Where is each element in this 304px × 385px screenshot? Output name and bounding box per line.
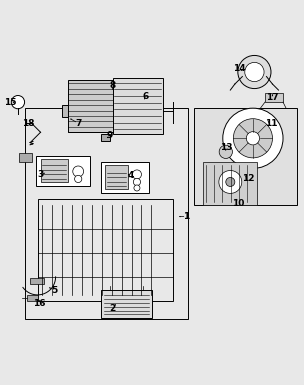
Polygon shape	[37, 199, 173, 301]
Circle shape	[226, 177, 235, 186]
Polygon shape	[265, 93, 283, 102]
Text: 8: 8	[110, 81, 116, 90]
Text: 11: 11	[265, 119, 277, 128]
Text: 4: 4	[128, 171, 134, 181]
Text: 6: 6	[143, 92, 149, 100]
Text: 18: 18	[22, 119, 35, 128]
Text: 9: 9	[107, 131, 113, 140]
Polygon shape	[194, 108, 297, 204]
Text: 16: 16	[33, 300, 45, 308]
Polygon shape	[36, 156, 90, 186]
Polygon shape	[68, 80, 113, 132]
Text: 15: 15	[4, 98, 17, 107]
Polygon shape	[62, 105, 68, 117]
Circle shape	[238, 55, 271, 89]
Polygon shape	[203, 162, 257, 204]
Text: 7: 7	[75, 119, 81, 128]
Circle shape	[233, 119, 272, 158]
Text: 2: 2	[110, 304, 116, 313]
Circle shape	[74, 175, 82, 182]
Circle shape	[134, 185, 140, 191]
Polygon shape	[113, 78, 163, 134]
Text: 13: 13	[219, 143, 232, 152]
Circle shape	[246, 132, 260, 145]
Text: 17: 17	[266, 93, 279, 102]
Text: 5: 5	[51, 286, 57, 295]
Text: 14: 14	[233, 65, 246, 74]
Polygon shape	[105, 166, 128, 189]
Polygon shape	[40, 159, 68, 182]
Text: 3: 3	[37, 170, 44, 179]
Polygon shape	[101, 290, 152, 318]
Circle shape	[219, 171, 242, 193]
Polygon shape	[30, 278, 43, 285]
Circle shape	[133, 170, 141, 179]
Text: 12: 12	[242, 174, 255, 183]
Circle shape	[133, 178, 140, 186]
Polygon shape	[19, 153, 32, 162]
Polygon shape	[101, 162, 149, 192]
Circle shape	[223, 108, 283, 168]
Circle shape	[11, 95, 25, 109]
Text: 10: 10	[232, 199, 244, 208]
Polygon shape	[27, 295, 37, 301]
Circle shape	[245, 62, 264, 82]
Polygon shape	[101, 134, 110, 141]
Circle shape	[219, 145, 233, 159]
Circle shape	[73, 166, 84, 177]
Text: 1: 1	[184, 212, 190, 221]
